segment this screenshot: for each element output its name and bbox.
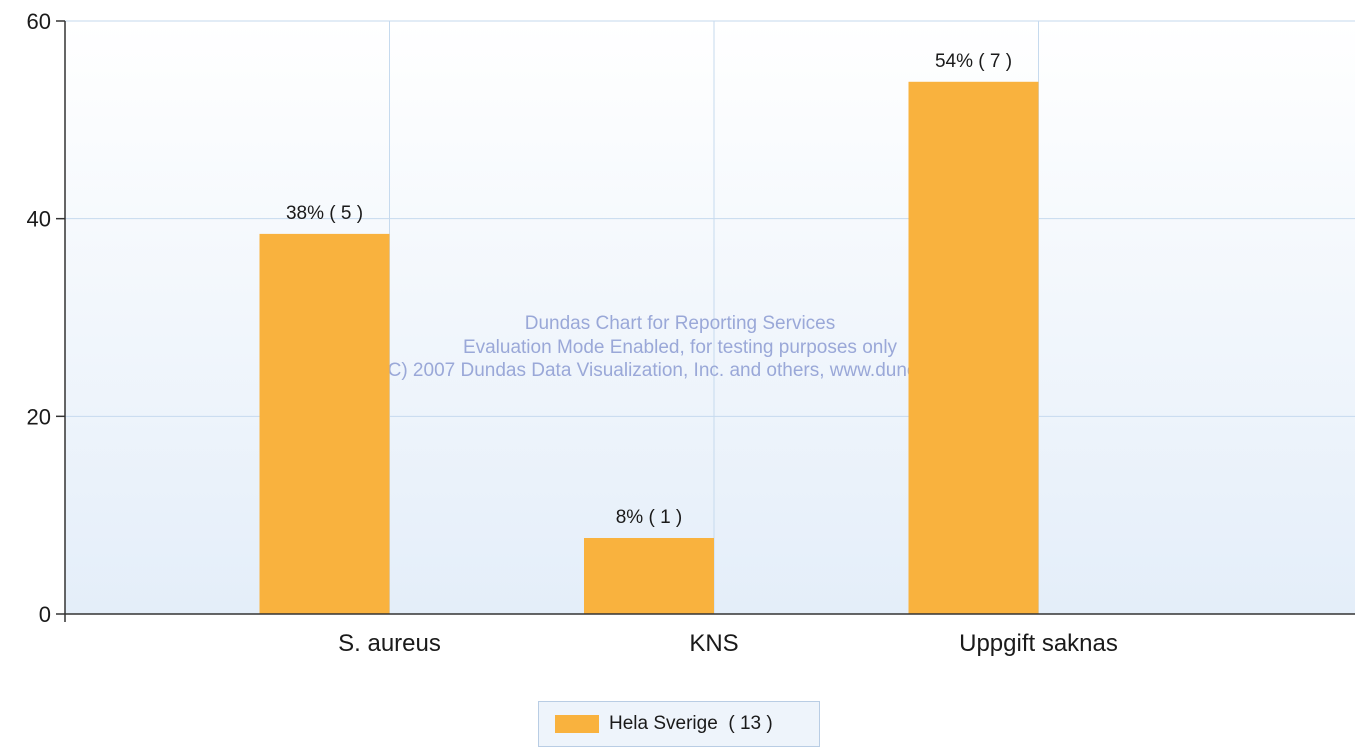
labels: 0 20 40 60 38% ( 5 ) S. aureus 8% ( 1 ) KNS 54% … xyxy=(27,9,1118,657)
legend-label: Hela Sverige ( 13 ) xyxy=(609,713,773,734)
watermark: Dundas Chart for Reporting Services Eval… xyxy=(381,313,978,381)
bar-data-label: 54% ( 7 ) xyxy=(935,51,1012,72)
x-category-label: S. aureus xyxy=(338,630,441,657)
x-category-label: Uppgift saknas xyxy=(959,630,1118,657)
y-tick-label: 40 xyxy=(27,207,51,232)
watermark-line-3: (C) 2007 Dundas Data Visualization, Inc.… xyxy=(381,360,978,381)
y-tick-label: 20 xyxy=(27,404,51,429)
legend-swatch xyxy=(555,715,599,733)
watermark-line-2: Evaluation Mode Enabled, for testing pur… xyxy=(463,337,898,358)
bar-kns xyxy=(584,537,714,614)
watermark-line-1: Dundas Chart for Reporting Services xyxy=(525,313,835,334)
bar-s-aureus xyxy=(259,233,390,614)
y-tick-label: 0 xyxy=(39,602,51,627)
axes xyxy=(56,20,1355,622)
y-tick-label: 60 xyxy=(27,9,51,34)
bar-data-label: 8% ( 1 ) xyxy=(616,507,683,528)
legend: Hela Sverige ( 13 ) xyxy=(538,701,820,747)
bar-data-label: 38% ( 5 ) xyxy=(286,203,363,224)
bars xyxy=(259,81,1039,615)
x-category-label: KNS xyxy=(689,630,738,657)
bar-uppgift-saknas xyxy=(908,81,1039,615)
